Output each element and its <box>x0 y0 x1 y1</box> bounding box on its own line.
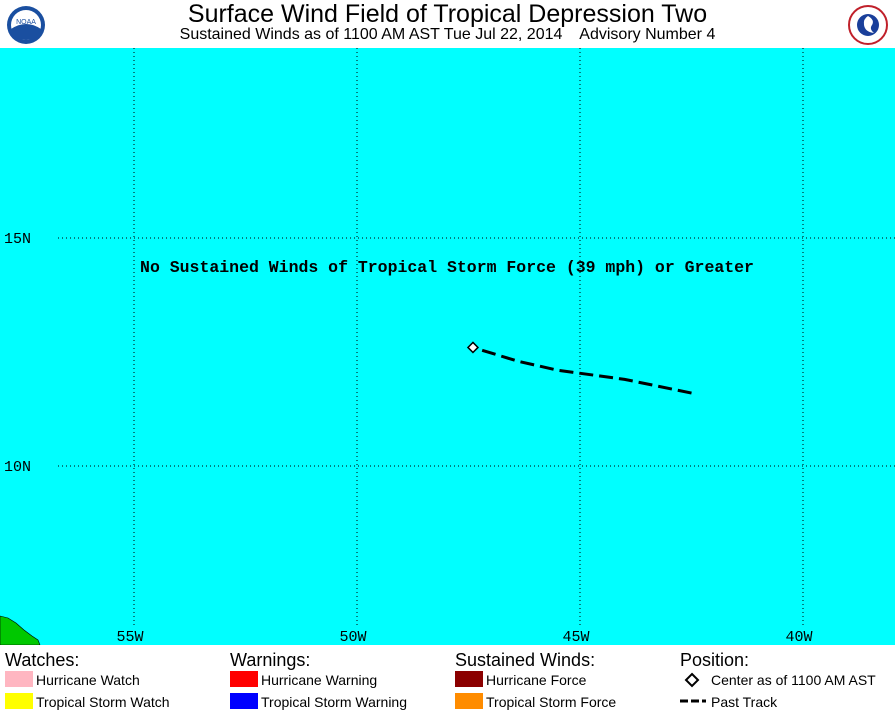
tropical-storm-warning-swatch <box>230 693 258 709</box>
warnings-heading: Warnings: <box>230 650 311 670</box>
no-wind-notice: No Sustained Winds of Tropical Storm For… <box>140 258 754 277</box>
hurricane-force-label: Hurricane Force <box>486 672 587 688</box>
noaa-logo: NOAA <box>7 6 45 44</box>
nws-logo <box>848 5 888 45</box>
tropical-storm-force-label: Tropical Storm Force <box>486 694 617 710</box>
storm-map: 15N 10N 55W 50W 45W 40W No Sustained Winds o… <box>0 48 895 645</box>
sustained-winds-heading: Sustained Winds: <box>455 650 596 670</box>
past-track-label: Past Track <box>711 694 778 710</box>
hurricane-warning-label: Hurricane Warning <box>261 672 378 688</box>
hurricane-watch-label: Hurricane Watch <box>36 672 140 688</box>
map-title: Surface Wind Field of Tropical Depressio… <box>187 0 708 28</box>
storm-center-marker <box>466 341 480 354</box>
longitude-label: 40W <box>785 629 812 645</box>
past-track-icon <box>680 699 706 703</box>
legend: Watches: Hurricane Watch Tropical Storm … <box>0 645 895 716</box>
past-track <box>472 346 692 395</box>
tropical-storm-watch-swatch <box>5 693 33 709</box>
gridlines <box>58 48 895 626</box>
land-area <box>0 615 41 645</box>
longitude-label: 50W <box>339 629 366 645</box>
latitude-label: 15N <box>4 231 31 248</box>
tropical-storm-watch-label: Tropical Storm Watch <box>36 694 170 710</box>
header: NOAA Surface Wind Field of Tropical Depr… <box>0 0 895 48</box>
position-heading: Position: <box>680 650 750 670</box>
hurricane-force-swatch <box>455 671 483 687</box>
longitude-label: 45W <box>562 629 589 645</box>
longitude-label: 55W <box>116 629 143 645</box>
center-marker-icon <box>684 672 700 688</box>
latitude-label: 10N <box>4 459 31 476</box>
noaa-logo-text: NOAA <box>16 19 36 26</box>
past-track-line <box>472 346 692 395</box>
longitude-labels: 55W 50W 45W 40W <box>116 629 812 645</box>
ocean <box>0 48 895 645</box>
center-position-label: Center as of 1100 AM AST <box>711 672 876 688</box>
tropical-storm-force-swatch <box>455 693 483 709</box>
hurricane-warning-swatch <box>230 671 258 687</box>
tropical-storm-warning-label: Tropical Storm Warning <box>261 694 408 710</box>
map-subtitle: Sustained Winds as of 1100 AM AST Tue Ju… <box>179 26 716 43</box>
watches-heading: Watches: <box>5 650 80 670</box>
latitude-labels: 15N 10N <box>4 231 31 476</box>
hurricane-watch-swatch <box>5 671 33 687</box>
